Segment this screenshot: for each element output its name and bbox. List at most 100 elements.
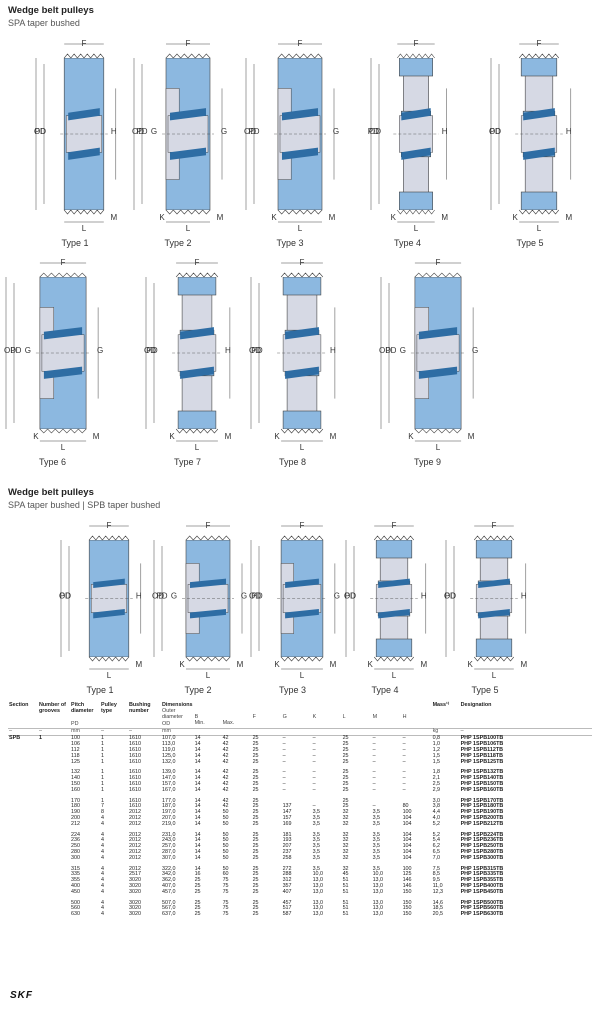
dim-pd-label: PD [248, 127, 259, 136]
dim-h-label: H [566, 127, 572, 136]
table-row: 560 4 3020 567,0 25 75 25 517 13,0 51 13,0 150 18,5 P… [71, 905, 504, 912]
dim-f-label: F [298, 39, 303, 48]
dim-k-label: K [271, 213, 277, 222]
table-row: 335 4 2517 342,0 16 60 25 288 10,0 45 10,0 125 8,5 PH… [71, 871, 504, 878]
dim-pd-label: PD [368, 127, 379, 136]
col-designation: Designation [459, 702, 592, 729]
dim-h-label: H [136, 592, 142, 601]
type-caption: Type 3 [278, 685, 307, 695]
dim-pd-label: PD [60, 592, 71, 601]
dim-g-label: G [151, 127, 157, 136]
dim-m-label: M [520, 660, 527, 669]
table-row: 355 4 3020 362,0 25 75 25 312 13,0 51 13,0 146 9,5 PH… [71, 877, 504, 884]
dim-h-label: H [225, 346, 231, 355]
table-row: 140 1 1610 147,0 14 42 25– –25– –2,1 PHP 1SPB140T… [71, 775, 504, 782]
dim-k-label: K [513, 213, 519, 222]
dim-g-label: G [472, 346, 478, 355]
dim-od-label: OD [152, 592, 164, 601]
dim-l-label: L [206, 671, 211, 680]
dim-pd-label: PD [385, 346, 396, 355]
dim-m-label: M [330, 660, 337, 669]
pulley-figure-5: FODPDHGKLM [489, 39, 572, 233]
col-l: L [341, 702, 372, 729]
table-row: 280 4 2012 287,0 14 50 25 237 3,5 32 3,5 104 6,5 PHP … [71, 848, 504, 855]
table-row: 132 1 1610 139,0 14 42 25– –25– –1,8 PHP 1SPB132T… [71, 769, 504, 776]
dim-l-label: L [82, 224, 87, 233]
dim-f-label: F [436, 258, 441, 267]
dim-k-label: K [33, 432, 39, 441]
dim-f-label: F [206, 521, 211, 530]
dim-f-label: F [186, 39, 191, 48]
dim-f-label: F [392, 521, 397, 530]
col-section: Section [8, 702, 38, 729]
dim-od-label: OD [444, 592, 456, 601]
dim-od-label: OD [249, 592, 261, 601]
dimensions-table: Section Number of grooves Pitch diameter… [8, 702, 592, 918]
type-caption: Type 2 [164, 238, 192, 248]
table-row: 125 1 1610 132,0 14 42 25– –25– –1,5 PHP 1SPB125T… [71, 758, 504, 765]
dim-m-label: M [441, 213, 448, 222]
table-row: 315 4 2012 322,0 14 50 25 272 3,5 32 3,5 100 7,5 PHP … [71, 865, 504, 872]
col-pulley: Pulley type [100, 702, 128, 729]
col-bushing: Bushing number [128, 702, 161, 729]
type-caption: Type 6 [38, 457, 67, 467]
section1-subtitle: SPA taper bushed [8, 18, 80, 28]
skf-logo: SKF [10, 990, 33, 1001]
dim-od-label: OD [59, 592, 71, 601]
type-caption: Type 1 [61, 238, 89, 248]
dim-g-label: G [171, 592, 177, 601]
dim-m-label: M [468, 432, 475, 441]
table-row: 300 4 2012 307,0 14 50 25 258 3,5 32 3,5 104 7,0 PHP … [71, 854, 504, 861]
dim-pd-label: PD [35, 127, 46, 136]
dim-l-label: L [492, 671, 497, 680]
dim-k-label: K [179, 660, 185, 669]
table-body: SPB 1 100 1 1610 107,0 14 42 25– –25– –0,8 PHP 1SPB… [8, 735, 592, 918]
dim-h-label: H [330, 346, 336, 355]
dim-g-label: G [241, 592, 247, 601]
dim-g-label: G [221, 127, 227, 136]
dim-m-label: M [330, 432, 337, 441]
dim-k-label: K [274, 432, 280, 441]
dim-f-label: F [537, 39, 542, 48]
dim-f-label: F [195, 258, 200, 267]
dim-l-label: L [300, 671, 305, 680]
dim-l-label: L [392, 671, 397, 680]
pulley-figure-8: FODPDHGKLM [249, 258, 340, 452]
col-b-max: Max. [221, 702, 252, 729]
dim-l-label: L [107, 671, 112, 680]
dim-m-label: M [217, 213, 224, 222]
dim-l-label: L [186, 224, 191, 233]
dim-m-label: M [110, 213, 117, 222]
dim-pd-label: PD [10, 346, 21, 355]
dim-od-label: OD [144, 346, 156, 355]
table-row: 118 1 1610 125,0 14 42 25– –25– –1,5 PHP 1SPB118T… [71, 752, 504, 759]
table-row: 112 1 1610 119,0 14 42 25– –25– –1,2 PHP 1SPB112T… [71, 747, 504, 753]
col-b-min: B Min. [193, 702, 222, 729]
table-row: 170 1 1610 177,0 14 42 25 25 3,0 PHP 1SPB170TB [71, 797, 504, 804]
dim-f-label: F [82, 39, 87, 48]
col-f: F [251, 702, 282, 729]
dim-od-label: OD [34, 127, 46, 136]
dim-f-label: F [61, 258, 66, 267]
dim-m-label: M [135, 660, 142, 669]
dim-m-label: M [420, 660, 427, 669]
dim-od-label: OD [344, 592, 356, 601]
dim-k-label: K [159, 213, 165, 222]
dim-h-label: H [442, 127, 448, 136]
dim-g-label: G [333, 127, 339, 136]
dim-g-label: G [25, 346, 31, 355]
table-row: 450 4 3020 457,0 25 75 25 407 13,0 51 13,0 150 12,3 P… [71, 888, 504, 895]
type-caption: Type 4 [393, 238, 422, 248]
pulley-figure-7: FODPDHGKLM [144, 258, 235, 452]
dim-h-label: H [521, 592, 527, 601]
dim-l-label: L [414, 224, 419, 233]
dim-g-label: G [334, 592, 340, 601]
dim-k-label: K [274, 660, 280, 669]
